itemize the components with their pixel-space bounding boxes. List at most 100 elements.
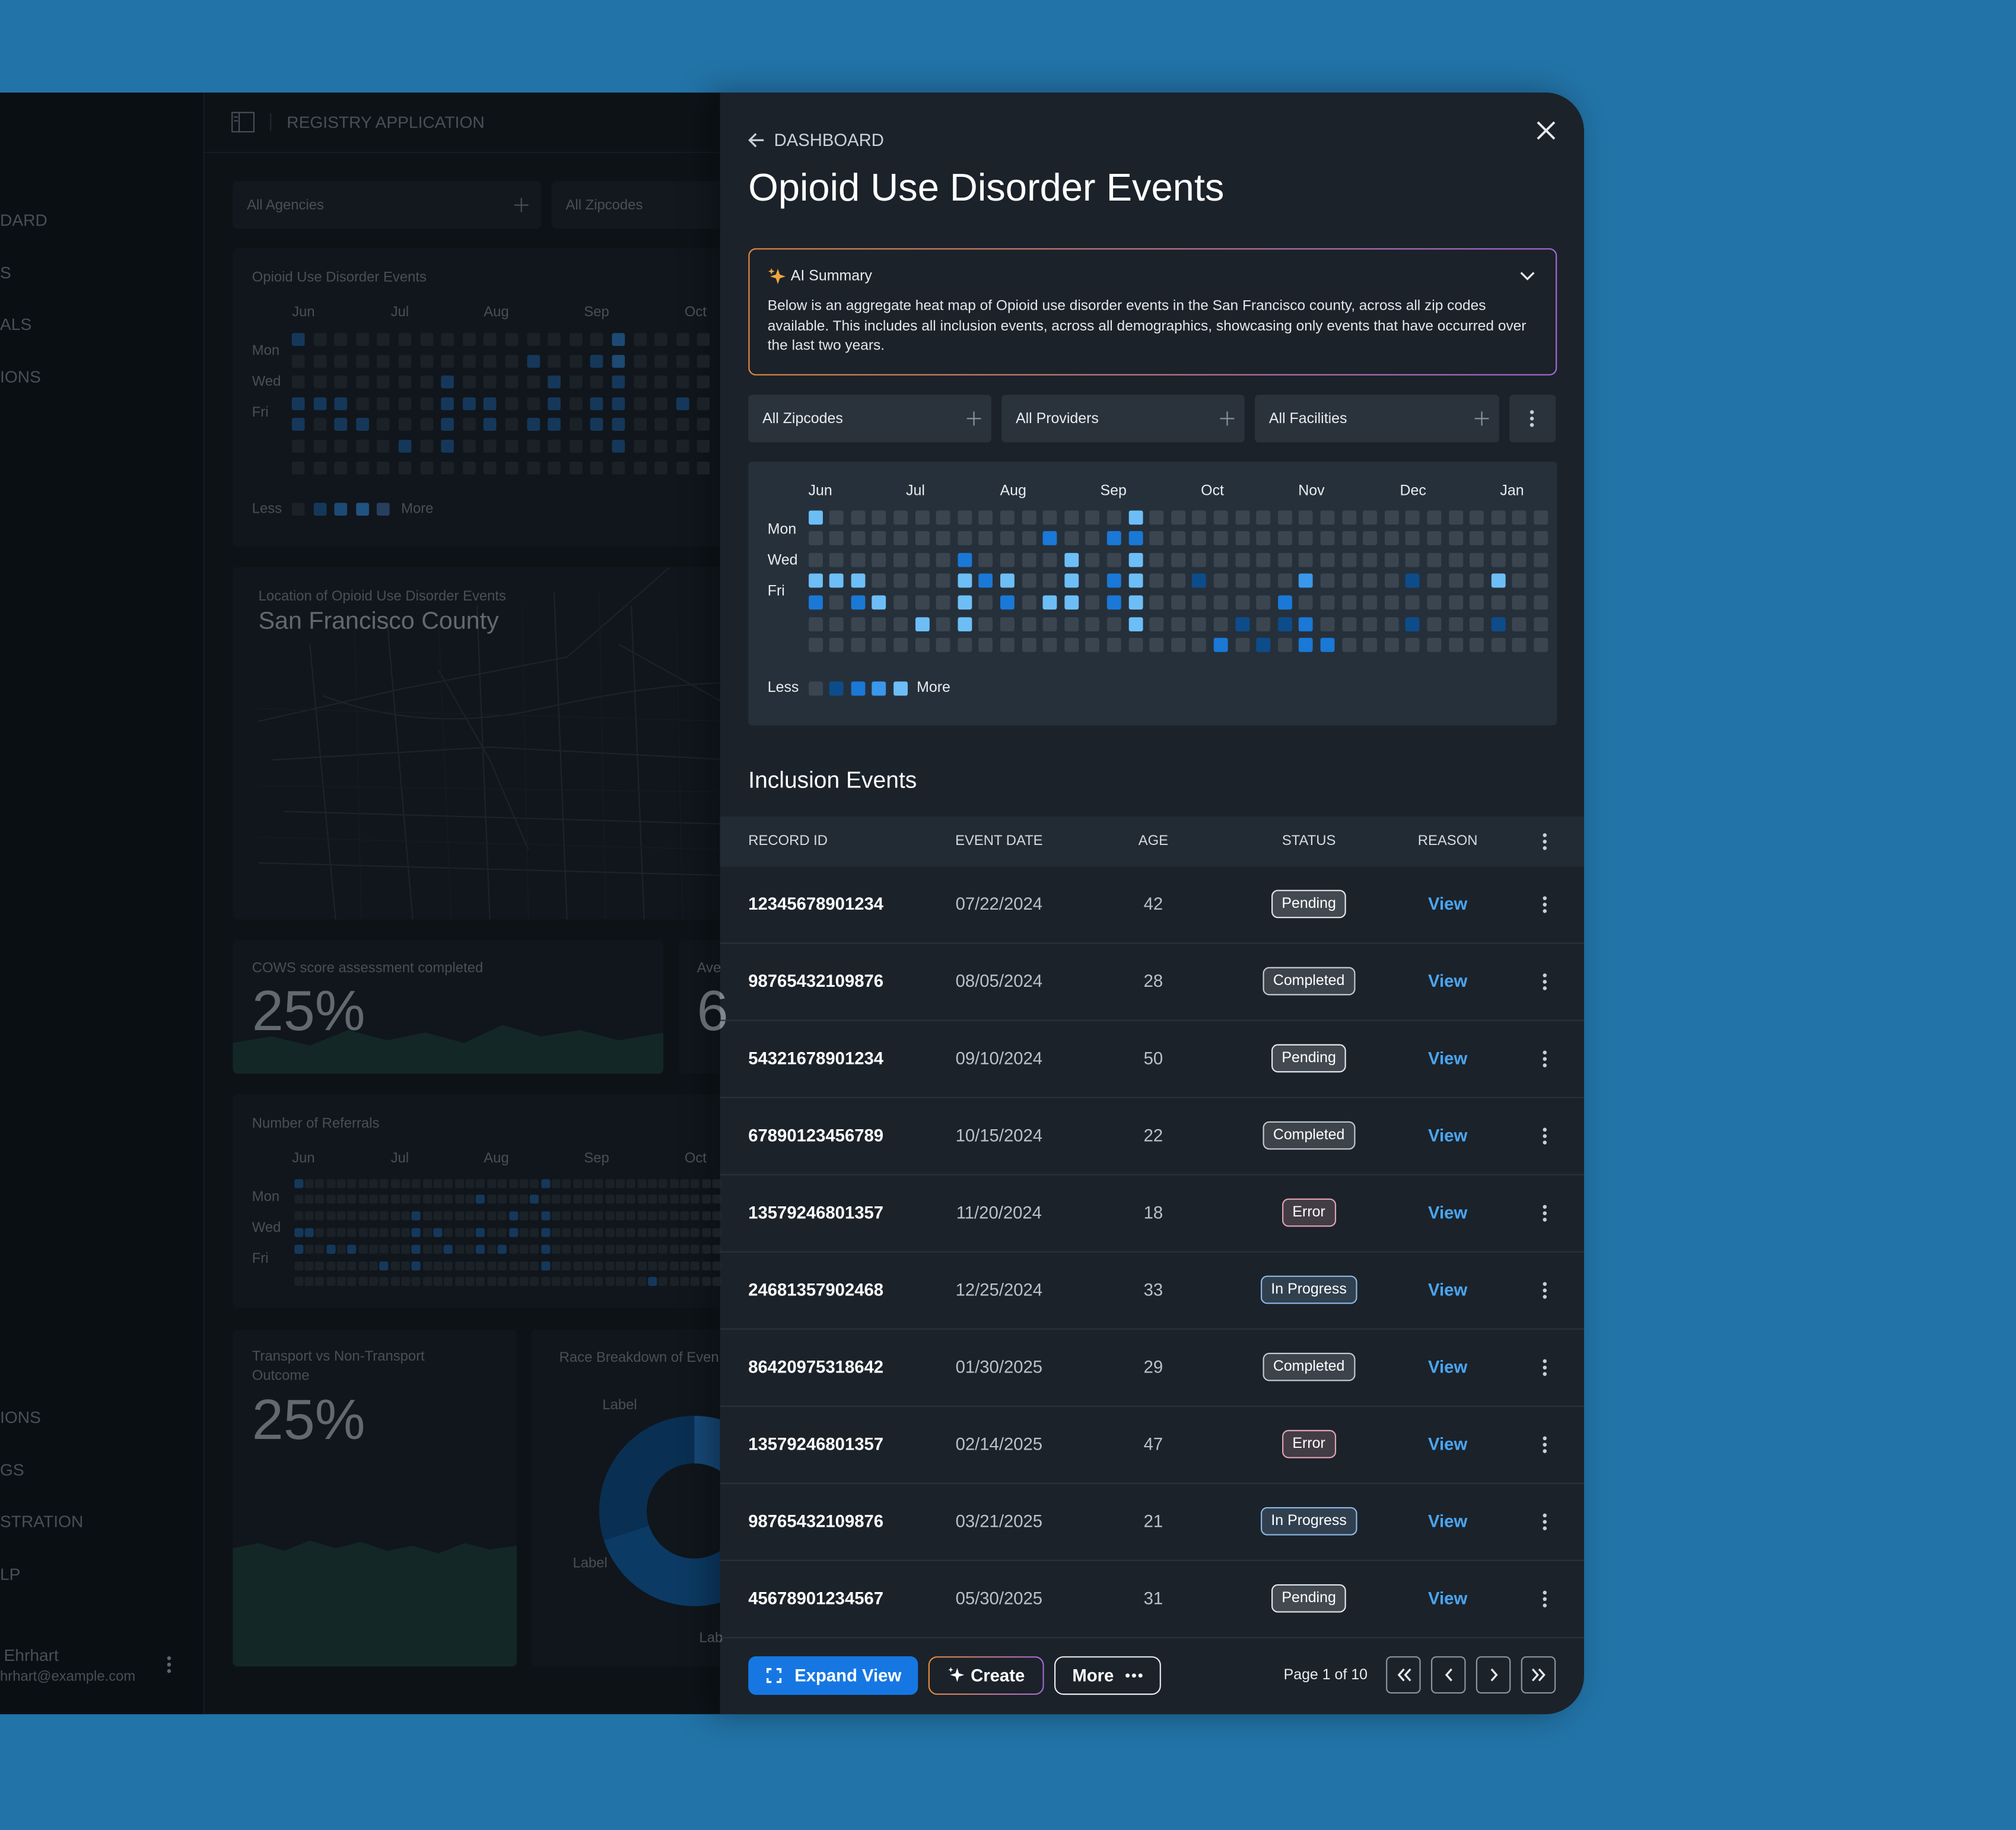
heatmap-cell xyxy=(462,461,476,474)
map-card xyxy=(233,567,734,920)
view-link[interactable]: View xyxy=(1428,1126,1468,1145)
heatmap-cell xyxy=(936,531,950,546)
row-divider xyxy=(720,1327,1584,1329)
row-menu[interactable] xyxy=(1543,1442,1547,1446)
heatmap-cell xyxy=(390,1211,400,1221)
heatmap-cell xyxy=(441,354,454,367)
collapse-chevron[interactable] xyxy=(1520,271,1535,281)
heatmap-cell xyxy=(594,1244,604,1254)
heatmap-cell xyxy=(648,1244,657,1254)
view-link[interactable]: View xyxy=(1428,1280,1468,1300)
heatmap-cell xyxy=(484,397,497,410)
heatmap-cell xyxy=(548,397,561,410)
expand-view-button[interactable] xyxy=(748,1656,918,1695)
heatmap-cell xyxy=(454,1228,464,1237)
status-badge: Error xyxy=(1282,1429,1336,1459)
next-page-button[interactable] xyxy=(1476,1656,1511,1694)
heatmap-cell xyxy=(654,440,668,453)
view-link[interactable]: View xyxy=(1428,1049,1468,1068)
heatmap-cell xyxy=(1128,552,1143,567)
row-menu[interactable] xyxy=(1543,1288,1547,1292)
heatmap-cell xyxy=(304,1228,314,1237)
row-menu[interactable] xyxy=(1543,1133,1547,1138)
heatmap-cell xyxy=(583,1277,593,1286)
column-menu[interactable] xyxy=(1543,840,1547,844)
heatmap-cell xyxy=(1128,531,1143,546)
heatmap-cell xyxy=(508,1228,518,1237)
view-link[interactable]: View xyxy=(1428,1588,1468,1608)
heatmap-cell xyxy=(1064,552,1079,567)
filter-select[interactable] xyxy=(1255,395,1499,443)
heatmap-cell xyxy=(676,376,689,389)
heatmap-cell xyxy=(412,1228,421,1237)
heatmap-cell xyxy=(648,1194,657,1205)
heatmap-cell xyxy=(562,1211,571,1221)
filter-select[interactable] xyxy=(748,395,991,443)
row-menu[interactable] xyxy=(1543,1211,1547,1215)
back-link[interactable]: DASHBOARD xyxy=(774,130,884,150)
heatmap-cell xyxy=(377,397,390,410)
view-link[interactable]: View xyxy=(1428,1511,1468,1531)
heatmap-cell xyxy=(1021,552,1036,567)
map-subtitle: Location of Opioid Use Disorder Events xyxy=(258,589,506,605)
close-button[interactable] xyxy=(1537,121,1556,141)
view-link[interactable]: View xyxy=(1428,1434,1468,1454)
row-menu[interactable] xyxy=(1543,1056,1547,1060)
age: 42 xyxy=(1143,894,1163,914)
heatmap-cell xyxy=(1512,510,1527,525)
donut-label: Label xyxy=(573,1556,608,1572)
age: 21 xyxy=(1143,1511,1163,1531)
heatmap-cell xyxy=(347,1228,357,1237)
heatmap-cell xyxy=(304,1260,314,1270)
heatmap-cell xyxy=(701,1260,711,1270)
row-menu[interactable] xyxy=(1543,979,1547,983)
heatmap-cell xyxy=(398,354,412,367)
heatmap-cell xyxy=(379,1194,389,1205)
heatmap-cell xyxy=(1171,574,1185,589)
heatmap-cell xyxy=(829,595,844,610)
heatmap-cell xyxy=(462,376,476,389)
record-id: 98765432109876 xyxy=(748,1511,884,1531)
heatmap-cell xyxy=(444,1277,453,1286)
heatmap-cell xyxy=(637,1178,647,1188)
heatmap-cell xyxy=(1085,595,1100,610)
view-link[interactable]: View xyxy=(1428,894,1468,914)
back-arrow[interactable] xyxy=(748,132,765,148)
heatmap-cell xyxy=(1171,595,1185,610)
heatmap-cell xyxy=(583,1211,593,1221)
more-button[interactable] xyxy=(1054,1656,1161,1695)
row-menu[interactable] xyxy=(1543,1596,1547,1600)
heatmap-cell xyxy=(398,461,412,474)
view-link[interactable]: View xyxy=(1428,971,1468,991)
user-menu[interactable] xyxy=(167,1663,171,1667)
filter-label: All Zipcodes xyxy=(565,198,643,214)
heatmap-cell xyxy=(548,418,561,431)
heatmap-cell xyxy=(358,1194,367,1205)
row-menu[interactable] xyxy=(1543,1365,1547,1369)
heatmap-cell xyxy=(691,1211,700,1221)
heatmap-cell xyxy=(1042,638,1057,653)
row-menu[interactable] xyxy=(1543,902,1547,906)
heatmap-cell xyxy=(1448,531,1463,546)
heatmap-cell xyxy=(569,354,583,367)
heatmap-cell xyxy=(326,1211,335,1221)
heatmap-cell xyxy=(294,1260,303,1270)
last-page-button[interactable] xyxy=(1521,1656,1556,1694)
heatmap-cell xyxy=(291,376,305,389)
row-menu[interactable] xyxy=(1543,1519,1547,1523)
view-link[interactable]: View xyxy=(1428,1357,1468,1377)
heatmap-cell xyxy=(712,1194,722,1205)
filter-select[interactable] xyxy=(1001,395,1245,443)
heatmap-cell xyxy=(551,1260,561,1270)
heatmap-cell xyxy=(633,376,647,389)
view-link[interactable]: View xyxy=(1428,1203,1468,1222)
first-page-button[interactable] xyxy=(1386,1656,1421,1694)
heatmap-cell xyxy=(637,1260,647,1270)
heatmap-cell xyxy=(291,354,305,367)
heatmap-cell xyxy=(326,1244,335,1254)
heatmap-cell xyxy=(379,1211,389,1221)
create-button[interactable] xyxy=(928,1656,1044,1695)
previous-page-button[interactable] xyxy=(1430,1656,1466,1694)
heatmap-cell xyxy=(508,1194,518,1205)
